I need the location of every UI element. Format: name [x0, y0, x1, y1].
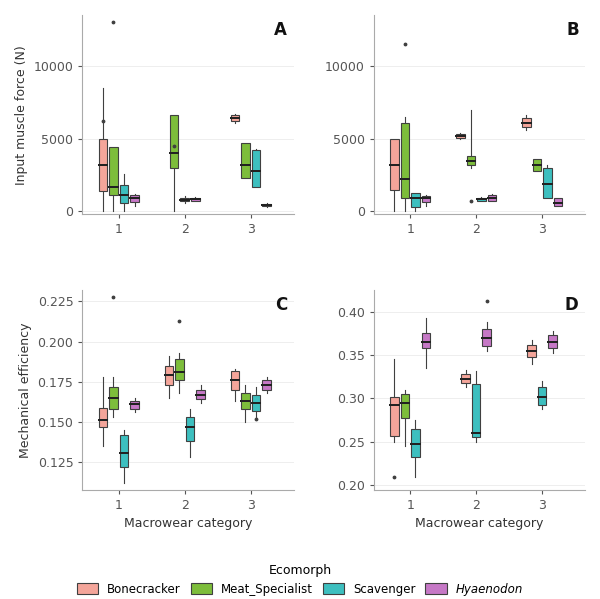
Bar [109, 386, 118, 409]
Bar [461, 374, 470, 383]
Bar [527, 345, 536, 357]
Bar [467, 156, 475, 165]
Bar [98, 139, 107, 191]
Bar [120, 435, 128, 467]
X-axis label: Macrowear category: Macrowear category [415, 517, 544, 530]
Text: C: C [275, 296, 287, 314]
Bar [164, 366, 173, 385]
Bar [230, 116, 239, 121]
Bar [543, 168, 551, 198]
Bar [196, 390, 205, 400]
Bar [130, 195, 139, 202]
Bar [522, 119, 530, 127]
X-axis label: Macrowear category: Macrowear category [124, 517, 252, 530]
Bar [548, 335, 557, 348]
Bar [488, 195, 496, 201]
Bar [538, 387, 547, 404]
Bar [130, 401, 139, 409]
Bar [241, 393, 250, 409]
Bar [252, 395, 260, 411]
Bar [252, 150, 260, 187]
Bar [175, 359, 184, 380]
Bar [390, 397, 398, 435]
Y-axis label: Input muscle force (N): Input muscle force (N) [15, 45, 28, 184]
Bar [411, 193, 420, 207]
Text: B: B [566, 21, 578, 39]
Y-axis label: Mechanical efficiency: Mechanical efficiency [19, 322, 32, 458]
Bar [401, 123, 409, 198]
Bar [170, 116, 178, 168]
Bar [191, 198, 200, 201]
Bar [533, 159, 541, 171]
Bar [401, 394, 409, 418]
Bar [98, 407, 107, 427]
Bar [120, 185, 128, 202]
Legend: Bonecracker, Meat_Specialist, Scavenger, Hyaenodon: Bonecracker, Meat_Specialist, Scavenger,… [73, 560, 527, 599]
Bar [477, 198, 485, 201]
Bar [262, 204, 271, 206]
Bar [456, 134, 464, 138]
Bar [482, 329, 491, 346]
Bar [390, 139, 398, 190]
Text: A: A [274, 21, 287, 39]
Bar [181, 198, 189, 201]
Bar [422, 334, 430, 348]
Bar [472, 384, 481, 437]
Text: D: D [565, 296, 578, 314]
Bar [411, 429, 420, 456]
Bar [554, 198, 562, 205]
Bar [186, 417, 194, 441]
Bar [262, 380, 271, 390]
Bar [230, 371, 239, 390]
Bar [109, 147, 118, 195]
Bar [241, 143, 250, 178]
Bar [422, 196, 430, 202]
